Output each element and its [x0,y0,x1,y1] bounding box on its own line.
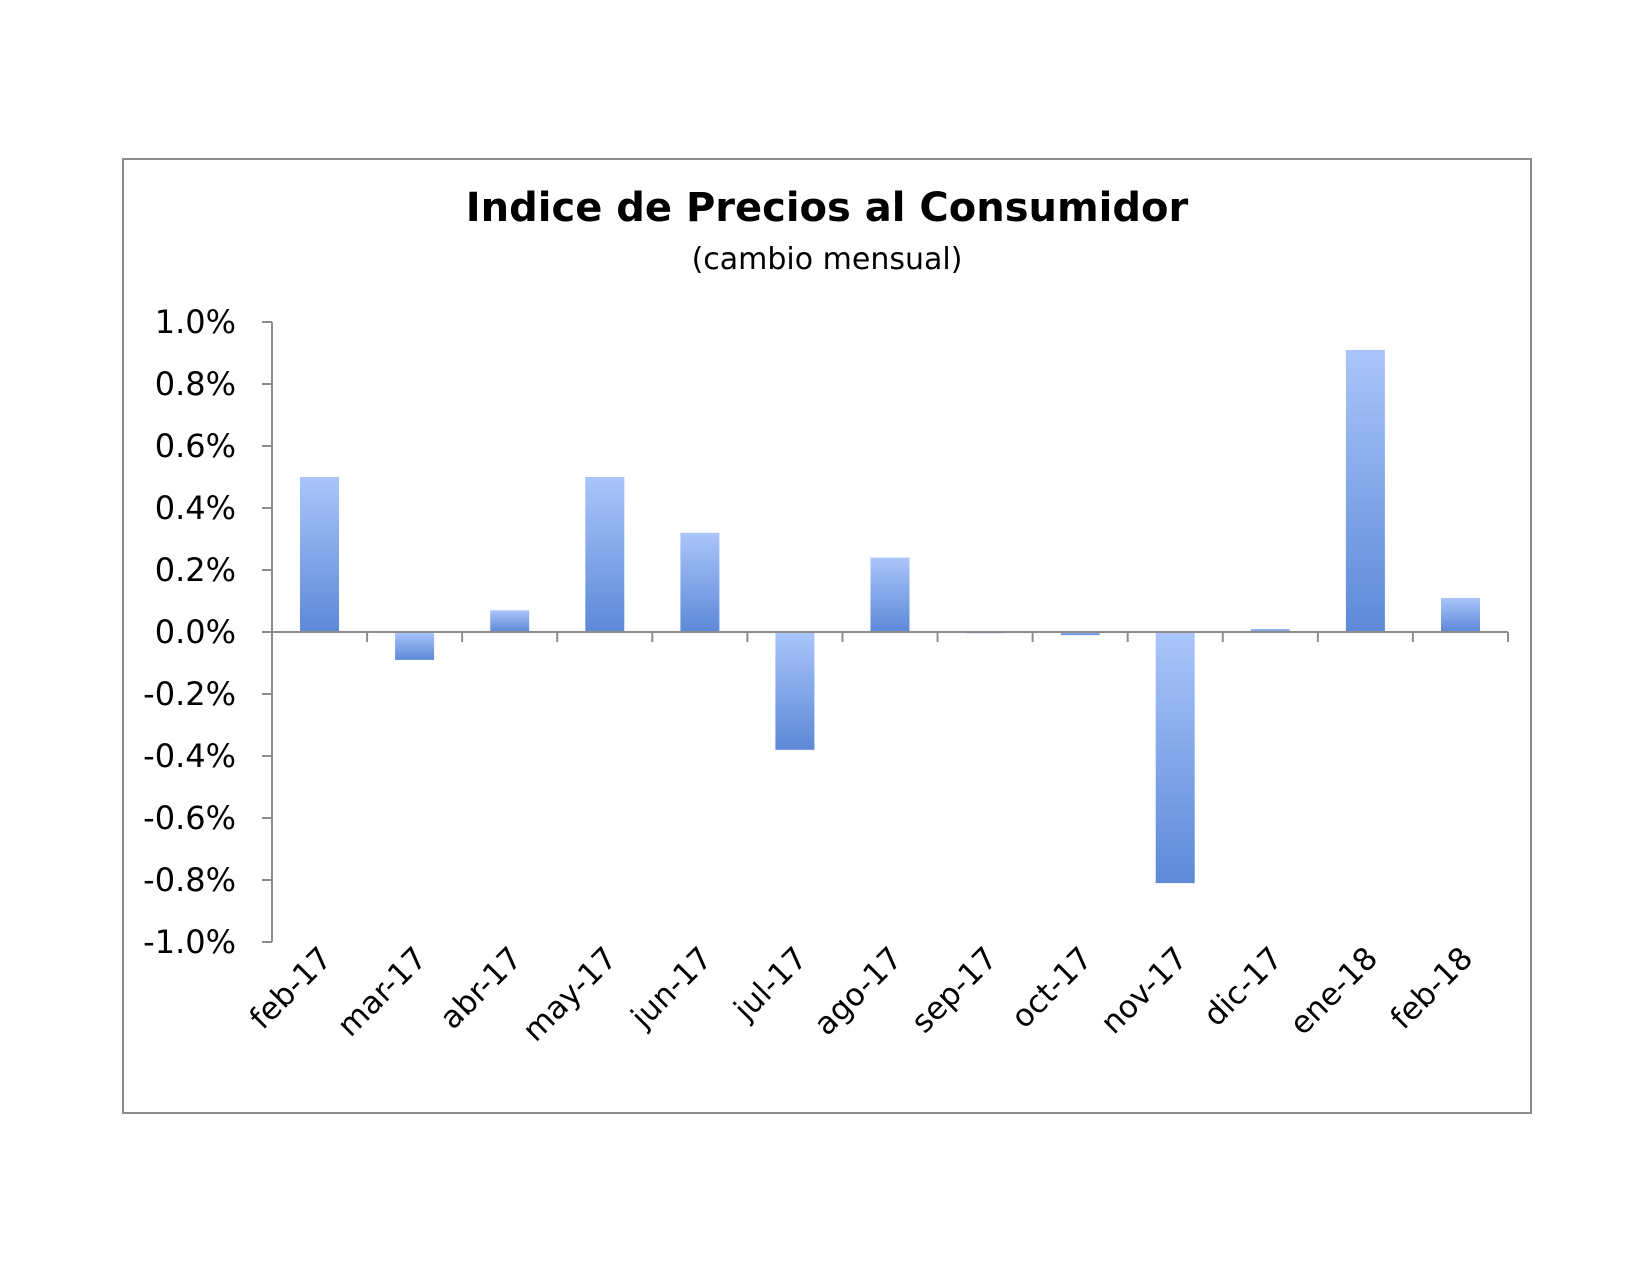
y-tick-label: 1.0% [155,303,236,341]
y-tick-label: -0.4% [143,737,236,775]
x-category-label: abr-17 [433,940,529,1036]
bar-nov-17 [1155,632,1195,884]
chart-frame: Indice de Precios al Consumidor (cambio … [122,158,1532,1114]
bar-mar-17 [395,632,435,660]
x-category-label: may-17 [516,940,625,1049]
chart-subtitle: (cambio mensual) [691,242,963,277]
x-category-label: feb-18 [1384,940,1480,1036]
x-category-label: jun-17 [624,940,720,1036]
y-tick-label: -0.2% [143,675,236,713]
x-category-label: oct-17 [1004,940,1099,1035]
y-tick-label: 0.4% [155,489,236,527]
y-tick-label: -0.8% [143,861,236,899]
bar-oct-17 [1060,632,1100,636]
plot-area: 1.0% 0.8% 0.6% 0.4% 0.2% 0.0% -0.2% -0.4% -0.6% -… [143,303,1509,1049]
y-tick-label: 0.0% [155,613,236,651]
chart-title: Indice de Precios al Consumidor [465,185,1189,231]
x-category-label: jul-17 [727,940,815,1028]
y-tick-label: -0.6% [143,799,236,837]
x-category-label: ago-17 [807,940,909,1042]
bar-dic-17 [1250,628,1290,632]
x-category-label: dic-17 [1197,940,1290,1033]
y-tick-label: 0.8% [155,365,236,403]
x-category-label: ene-18 [1283,940,1385,1042]
x-category-label: mar-17 [331,940,435,1044]
bar-feb-17 [300,477,339,632]
bar-may-17 [585,477,625,632]
x-category-label: sep-17 [905,940,1005,1040]
y-tick-label: 0.6% [155,427,236,465]
y-tick-label: -1.0% [143,923,236,961]
x-category-label: feb-17 [243,940,339,1036]
bar-ago-17 [870,557,910,632]
x-category-label: nov-17 [1094,940,1195,1041]
y-tick-label: 0.2% [155,551,236,589]
bar-jun-17 [680,532,720,632]
bar-jul-17 [775,632,815,750]
bar-feb-18 [1441,597,1480,632]
bar-ene-18 [1345,349,1385,632]
bar-abr-17 [490,610,530,632]
